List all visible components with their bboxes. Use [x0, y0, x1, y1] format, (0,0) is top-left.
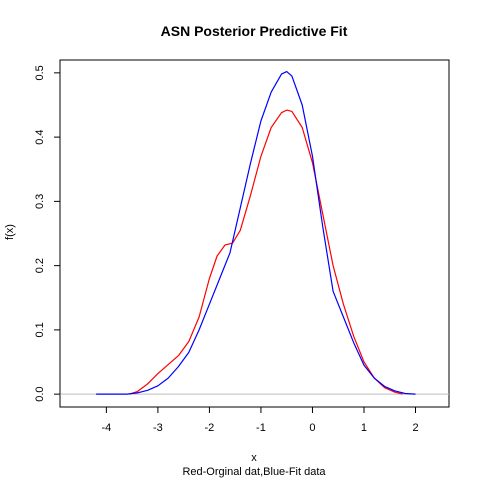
x-tick-label: -4: [101, 422, 111, 434]
y-tick-label: 0.1: [34, 322, 46, 337]
y-tick-label: 0.3: [34, 194, 46, 209]
series-line-blue: [96, 70, 416, 395]
y-tick-label: 0.5: [34, 65, 46, 80]
x-tick-label: 0: [309, 422, 315, 434]
y-tick-label: 0.4: [34, 129, 46, 144]
chart-caption: Red-Orginal dat,Blue-Fit data: [182, 466, 326, 478]
y-tick-label: 0.2: [34, 258, 46, 273]
x-tick-label: -1: [256, 422, 266, 434]
x-tick-label: 2: [412, 422, 418, 434]
x-tick-label: 1: [361, 422, 367, 434]
x-tick-label: -3: [153, 422, 163, 434]
chart-title: ASN Posterior Predictive Fit: [161, 23, 348, 39]
y-axis-label: f(x): [4, 224, 16, 240]
series-layer: [96, 70, 416, 395]
y-axis: 0.0 0.1 0.2 0.3 0.4 0.5: [34, 65, 61, 402]
x-axis: -4 -3 -2 -1 0 1 2: [101, 406, 419, 434]
series-line-red: [129, 109, 403, 395]
x-axis-label: x: [251, 452, 257, 464]
y-tick-label: 0.0: [34, 386, 46, 401]
plot-frame: [59, 59, 450, 408]
x-tick-label: -2: [205, 422, 215, 434]
